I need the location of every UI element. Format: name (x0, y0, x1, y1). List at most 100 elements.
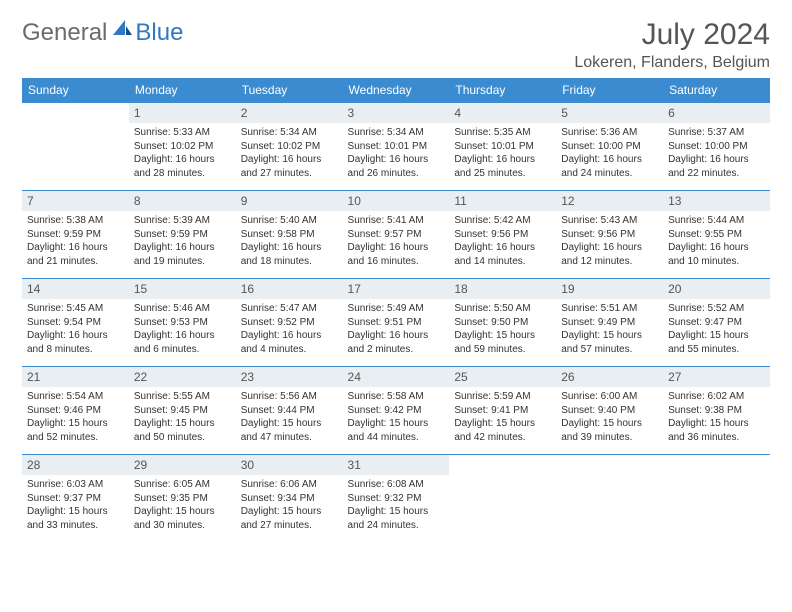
daylight-text-1: Daylight: 15 hours (241, 417, 338, 431)
calendar-row: 21Sunrise: 5:54 AMSunset: 9:46 PMDayligh… (22, 367, 770, 455)
daylight-text-1: Daylight: 16 hours (454, 153, 551, 167)
day-content: Sunrise: 5:50 AMSunset: 9:50 PMDaylight:… (449, 299, 556, 360)
calendar-cell: 20Sunrise: 5:52 AMSunset: 9:47 PMDayligh… (663, 279, 770, 367)
daylight-text-1: Daylight: 16 hours (668, 153, 765, 167)
sunset-text: Sunset: 9:56 PM (454, 228, 551, 242)
day-number: 24 (343, 367, 450, 387)
sunrise-text: Sunrise: 5:55 AM (134, 390, 231, 404)
calendar-cell: 16Sunrise: 5:47 AMSunset: 9:52 PMDayligh… (236, 279, 343, 367)
sunrise-text: Sunrise: 5:56 AM (241, 390, 338, 404)
day-number: 27 (663, 367, 770, 387)
daylight-text-1: Daylight: 15 hours (27, 505, 124, 519)
daylight-text-2: and 33 minutes. (27, 519, 124, 533)
calendar-row: 7Sunrise: 5:38 AMSunset: 9:59 PMDaylight… (22, 191, 770, 279)
daylight-text-1: Daylight: 16 hours (348, 329, 445, 343)
daylight-text-2: and 42 minutes. (454, 431, 551, 445)
day-content: Sunrise: 6:02 AMSunset: 9:38 PMDaylight:… (663, 387, 770, 448)
calendar-cell: 23Sunrise: 5:56 AMSunset: 9:44 PMDayligh… (236, 367, 343, 455)
weekday-header: Saturday (663, 78, 770, 103)
daylight-text-2: and 52 minutes. (27, 431, 124, 445)
day-number: 13 (663, 191, 770, 211)
daylight-text-2: and 24 minutes. (348, 519, 445, 533)
sunrise-text: Sunrise: 6:05 AM (134, 478, 231, 492)
weekday-header: Sunday (22, 78, 129, 103)
sunrise-text: Sunrise: 5:50 AM (454, 302, 551, 316)
calendar-cell: 2Sunrise: 5:34 AMSunset: 10:02 PMDayligh… (236, 103, 343, 191)
day-number: 10 (343, 191, 450, 211)
day-content: Sunrise: 5:34 AMSunset: 10:02 PMDaylight… (236, 123, 343, 184)
calendar-cell (22, 103, 129, 191)
sunrise-text: Sunrise: 5:44 AM (668, 214, 765, 228)
sunset-text: Sunset: 9:54 PM (27, 316, 124, 330)
daylight-text-2: and 19 minutes. (134, 255, 231, 269)
weekday-header: Monday (129, 78, 236, 103)
sunset-text: Sunset: 9:45 PM (134, 404, 231, 418)
sunset-text: Sunset: 9:55 PM (668, 228, 765, 242)
header: General Blue July 2024 Lokeren, Flanders… (22, 18, 770, 72)
day-content: Sunrise: 5:45 AMSunset: 9:54 PMDaylight:… (22, 299, 129, 360)
day-number: 21 (22, 367, 129, 387)
day-number: 18 (449, 279, 556, 299)
calendar-row: 28Sunrise: 6:03 AMSunset: 9:37 PMDayligh… (22, 455, 770, 543)
calendar-cell: 18Sunrise: 5:50 AMSunset: 9:50 PMDayligh… (449, 279, 556, 367)
day-number: 12 (556, 191, 663, 211)
daylight-text-2: and 57 minutes. (561, 343, 658, 357)
daylight-text-2: and 44 minutes. (348, 431, 445, 445)
sunrise-text: Sunrise: 5:47 AM (241, 302, 338, 316)
calendar-cell: 7Sunrise: 5:38 AMSunset: 9:59 PMDaylight… (22, 191, 129, 279)
sunset-text: Sunset: 10:00 PM (668, 140, 765, 154)
calendar-cell: 11Sunrise: 5:42 AMSunset: 9:56 PMDayligh… (449, 191, 556, 279)
day-content: Sunrise: 6:08 AMSunset: 9:32 PMDaylight:… (343, 475, 450, 536)
daylight-text-1: Daylight: 15 hours (561, 417, 658, 431)
sunset-text: Sunset: 9:53 PM (134, 316, 231, 330)
daylight-text-2: and 26 minutes. (348, 167, 445, 181)
sunset-text: Sunset: 10:01 PM (454, 140, 551, 154)
day-content: Sunrise: 5:40 AMSunset: 9:58 PMDaylight:… (236, 211, 343, 272)
daylight-text-1: Daylight: 15 hours (454, 329, 551, 343)
day-number: 28 (22, 455, 129, 475)
sunrise-text: Sunrise: 5:54 AM (27, 390, 124, 404)
sunrise-text: Sunrise: 5:36 AM (561, 126, 658, 140)
day-content: Sunrise: 5:59 AMSunset: 9:41 PMDaylight:… (449, 387, 556, 448)
day-content: Sunrise: 6:03 AMSunset: 9:37 PMDaylight:… (22, 475, 129, 536)
calendar-cell: 5Sunrise: 5:36 AMSunset: 10:00 PMDayligh… (556, 103, 663, 191)
sunset-text: Sunset: 9:32 PM (348, 492, 445, 506)
day-content: Sunrise: 5:58 AMSunset: 9:42 PMDaylight:… (343, 387, 450, 448)
day-number: 8 (129, 191, 236, 211)
daylight-text-1: Daylight: 16 hours (241, 329, 338, 343)
daylight-text-1: Daylight: 15 hours (561, 329, 658, 343)
sunset-text: Sunset: 10:02 PM (241, 140, 338, 154)
calendar-cell: 22Sunrise: 5:55 AMSunset: 9:45 PMDayligh… (129, 367, 236, 455)
calendar-cell: 31Sunrise: 6:08 AMSunset: 9:32 PMDayligh… (343, 455, 450, 543)
calendar-cell: 3Sunrise: 5:34 AMSunset: 10:01 PMDayligh… (343, 103, 450, 191)
sunset-text: Sunset: 9:44 PM (241, 404, 338, 418)
daylight-text-1: Daylight: 16 hours (348, 241, 445, 255)
day-number: 26 (556, 367, 663, 387)
calendar-cell: 17Sunrise: 5:49 AMSunset: 9:51 PMDayligh… (343, 279, 450, 367)
sunrise-text: Sunrise: 5:40 AM (241, 214, 338, 228)
calendar-row: 1Sunrise: 5:33 AMSunset: 10:02 PMDayligh… (22, 103, 770, 191)
calendar-cell: 14Sunrise: 5:45 AMSunset: 9:54 PMDayligh… (22, 279, 129, 367)
title-block: July 2024 Lokeren, Flanders, Belgium (574, 18, 770, 72)
calendar-cell: 13 Sunrise: 5:44 AMSunset: 9:55 PMDayligh… (663, 191, 770, 279)
sunrise-text: Sunrise: 5:46 AM (134, 302, 231, 316)
day-number: 17 (343, 279, 450, 299)
daylight-text-1: Daylight: 16 hours (668, 241, 765, 255)
sunset-text: Sunset: 10:01 PM (348, 140, 445, 154)
sunrise-text: Sunrise: 5:41 AM (348, 214, 445, 228)
day-content: Sunrise: 5:37 AMSunset: 10:00 PMDaylight… (663, 123, 770, 184)
day-number: 20 (663, 279, 770, 299)
sunrise-text: Sunrise: 5:58 AM (348, 390, 445, 404)
sunrise-text: Sunrise: 5:35 AM (454, 126, 551, 140)
daylight-text-2: and 22 minutes. (668, 167, 765, 181)
sunrise-text: Sunrise: 5:38 AM (27, 214, 124, 228)
daylight-text-2: and 55 minutes. (668, 343, 765, 357)
day-content: Sunrise: 5:43 AMSunset: 9:56 PMDaylight:… (556, 211, 663, 272)
sunrise-text: Sunrise: 5:33 AM (134, 126, 231, 140)
daylight-text-1: Daylight: 15 hours (27, 417, 124, 431)
daylight-text-2: and 16 minutes. (348, 255, 445, 269)
day-content: Sunrise: 5:42 AMSunset: 9:56 PMDaylight:… (449, 211, 556, 272)
day-number: 3 (343, 103, 450, 123)
sunset-text: Sunset: 9:34 PM (241, 492, 338, 506)
daylight-text-1: Daylight: 16 hours (134, 241, 231, 255)
